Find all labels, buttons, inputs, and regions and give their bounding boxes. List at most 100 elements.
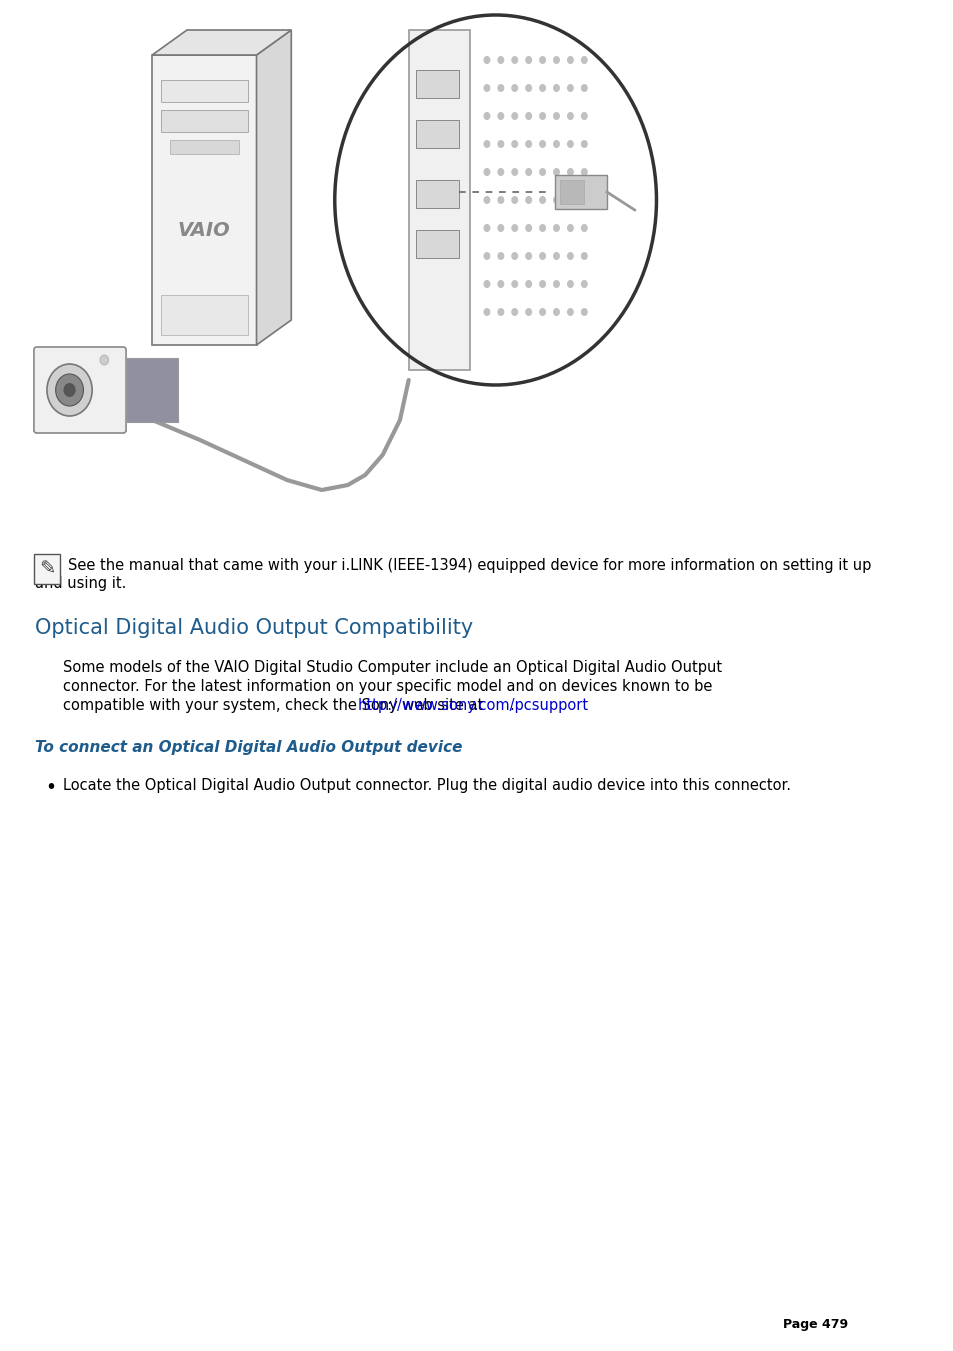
Circle shape [580, 224, 587, 232]
Circle shape [511, 55, 517, 63]
Circle shape [483, 196, 490, 204]
Circle shape [538, 84, 545, 92]
Circle shape [497, 168, 504, 176]
FancyBboxPatch shape [408, 30, 469, 370]
Circle shape [566, 253, 574, 259]
Circle shape [580, 308, 587, 316]
Circle shape [497, 55, 504, 63]
Circle shape [525, 224, 532, 232]
Circle shape [553, 84, 559, 92]
Circle shape [538, 112, 545, 120]
Text: To connect an Optical Digital Audio Output device: To connect an Optical Digital Audio Outp… [34, 740, 462, 755]
Circle shape [525, 55, 532, 63]
Text: and using it.: and using it. [34, 576, 126, 590]
Circle shape [566, 280, 574, 288]
FancyBboxPatch shape [126, 358, 178, 422]
Circle shape [483, 280, 490, 288]
Circle shape [525, 196, 532, 204]
Circle shape [483, 112, 490, 120]
FancyBboxPatch shape [152, 55, 256, 345]
Circle shape [511, 196, 517, 204]
Circle shape [566, 196, 574, 204]
Circle shape [580, 280, 587, 288]
Circle shape [566, 168, 574, 176]
Circle shape [525, 141, 532, 149]
Circle shape [538, 196, 545, 204]
Circle shape [483, 141, 490, 149]
Circle shape [538, 253, 545, 259]
Text: Page 479: Page 479 [781, 1319, 847, 1331]
Circle shape [538, 308, 545, 316]
Circle shape [483, 224, 490, 232]
Circle shape [538, 224, 545, 232]
Circle shape [580, 84, 587, 92]
Circle shape [553, 55, 559, 63]
Circle shape [566, 308, 574, 316]
Circle shape [553, 196, 559, 204]
Circle shape [497, 196, 504, 204]
Circle shape [580, 141, 587, 149]
Circle shape [497, 253, 504, 259]
Circle shape [538, 55, 545, 63]
Polygon shape [256, 30, 291, 345]
Circle shape [47, 363, 92, 416]
Circle shape [580, 55, 587, 63]
Circle shape [553, 168, 559, 176]
Circle shape [55, 374, 83, 407]
Text: Locate the Optical Digital Audio Output connector. Plug the digital audio device: Locate the Optical Digital Audio Output … [63, 778, 790, 793]
Text: See the manual that came with your i.LINK (IEEE-1394) equipped device for more i: See the manual that came with your i.LIN… [68, 558, 870, 573]
Circle shape [511, 141, 517, 149]
Circle shape [497, 308, 504, 316]
FancyBboxPatch shape [416, 180, 458, 208]
Text: VAIO: VAIO [178, 220, 231, 239]
Text: compatible with your system, check the Sony web site at: compatible with your system, check the S… [63, 698, 487, 713]
Text: connector. For the latest information on your specific model and on devices know: connector. For the latest information on… [63, 680, 711, 694]
Circle shape [497, 112, 504, 120]
Circle shape [497, 84, 504, 92]
Circle shape [566, 55, 574, 63]
Circle shape [483, 253, 490, 259]
FancyBboxPatch shape [416, 120, 458, 149]
Text: http://www.sony.com/pcsupport: http://www.sony.com/pcsupport [356, 698, 588, 713]
FancyBboxPatch shape [416, 70, 458, 99]
Circle shape [483, 168, 490, 176]
Polygon shape [152, 30, 291, 55]
Text: ✎: ✎ [39, 559, 55, 578]
FancyBboxPatch shape [170, 141, 239, 154]
Circle shape [511, 112, 517, 120]
Circle shape [553, 280, 559, 288]
Circle shape [483, 308, 490, 316]
FancyBboxPatch shape [555, 176, 606, 209]
Text: •: • [45, 778, 56, 797]
Text: .: . [509, 698, 514, 713]
FancyBboxPatch shape [34, 554, 60, 584]
Circle shape [566, 84, 574, 92]
FancyBboxPatch shape [416, 230, 458, 258]
Circle shape [511, 280, 517, 288]
Circle shape [553, 224, 559, 232]
Circle shape [497, 224, 504, 232]
Text: Some models of the VAIO Digital Studio Computer include an Optical Digital Audio: Some models of the VAIO Digital Studio C… [63, 661, 721, 676]
Circle shape [580, 253, 587, 259]
Circle shape [511, 224, 517, 232]
Circle shape [511, 253, 517, 259]
Circle shape [580, 196, 587, 204]
Circle shape [511, 308, 517, 316]
Circle shape [64, 382, 75, 397]
Circle shape [525, 308, 532, 316]
Circle shape [511, 84, 517, 92]
Circle shape [580, 168, 587, 176]
Text: Optical Digital Audio Output Compatibility: Optical Digital Audio Output Compatibili… [34, 617, 473, 638]
FancyBboxPatch shape [161, 295, 248, 335]
Circle shape [525, 168, 532, 176]
Circle shape [497, 141, 504, 149]
Circle shape [566, 224, 574, 232]
Circle shape [483, 55, 490, 63]
Circle shape [538, 280, 545, 288]
Circle shape [553, 253, 559, 259]
Circle shape [511, 168, 517, 176]
Circle shape [580, 112, 587, 120]
Circle shape [525, 84, 532, 92]
FancyBboxPatch shape [559, 180, 583, 204]
Circle shape [335, 15, 656, 385]
